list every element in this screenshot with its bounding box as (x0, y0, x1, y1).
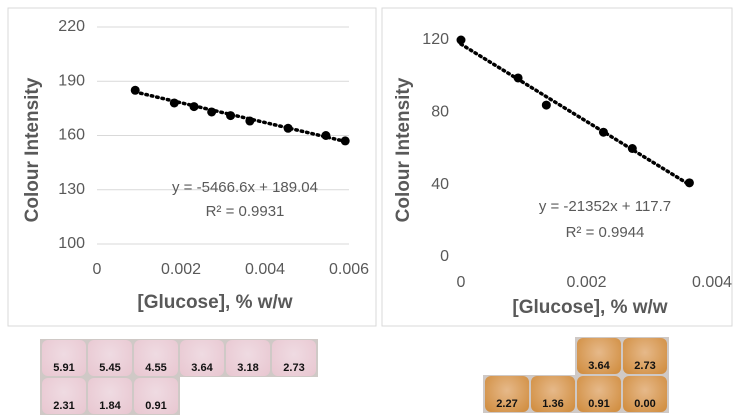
y-tick-label: 190 (58, 72, 85, 89)
data-point (226, 111, 236, 121)
y-tick-label: 130 (58, 181, 85, 198)
data-point (598, 127, 608, 137)
data-point (283, 123, 293, 133)
panel (381, 7, 733, 327)
well-label: 0.91 (134, 378, 178, 414)
data-point (130, 85, 140, 95)
y-tick-label: 80 (431, 104, 449, 121)
well-label: 0.00 (623, 376, 667, 412)
y-tick-label: 0 (440, 248, 449, 265)
r-squared: R² = 0.9944 (566, 224, 645, 241)
data-point (245, 116, 255, 126)
data-point (207, 107, 217, 117)
data-point (340, 136, 350, 146)
x-tick-label: 0 (457, 274, 466, 291)
well-label: 1.36 (531, 376, 575, 412)
y-tick-label: 100 (58, 235, 85, 252)
well-label: 2.73 (272, 340, 316, 376)
trendline-equation: y = -5466.6x + 189.04 (172, 179, 318, 196)
y-axis-label: Colour Intensity (22, 77, 43, 222)
y-tick-label: 120 (422, 31, 449, 48)
trendline (133, 90, 347, 144)
data-point (189, 102, 199, 112)
well-label: 3.64 (577, 338, 621, 374)
well-label: 5.45 (88, 340, 132, 376)
well-label: 5.91 (42, 340, 86, 376)
data-point (684, 178, 694, 188)
x-tick-label: 0 (93, 261, 102, 278)
x-axis-label: [Glucose], % w/w (512, 297, 667, 318)
data-point (321, 131, 331, 140)
plate (40, 339, 318, 377)
x-tick-label: 0.006 (329, 261, 369, 278)
well-label: 4.55 (134, 340, 178, 376)
y-tick-label: 40 (431, 176, 449, 193)
data-point (513, 73, 523, 83)
data-point (456, 35, 466, 45)
x-axis-label: [Glucose], % w/w (137, 292, 292, 313)
well-label: 2.31 (42, 378, 86, 414)
x-tick-label: 0.004 (692, 274, 732, 291)
well-label: 3.64 (180, 340, 224, 376)
data-point (541, 100, 551, 110)
well-label: 3.18 (226, 340, 270, 376)
well-label: 0.91 (577, 376, 621, 412)
well-label: 1.84 (88, 378, 132, 414)
well-label: 2.27 (485, 376, 529, 412)
charts: 100 130 160 190 220 0 0.002 0.004 0.006 [Glucose]… (7, 7, 733, 327)
data-point (627, 144, 637, 153)
x-tick-label: 0.002 (161, 261, 201, 278)
trendline (459, 42, 692, 187)
trendline-equation: y = -21352x + 117.7 (539, 198, 671, 215)
panel (7, 7, 377, 327)
r-squared: R² = 0.9931 (206, 203, 285, 220)
x-tick-label: 0.002 (566, 274, 606, 291)
data-point (169, 98, 179, 108)
well-label: 2.73 (623, 338, 667, 374)
y-tick-label: 220 (58, 18, 85, 35)
y-axis-label: Colour Intensity (393, 77, 414, 222)
x-tick-label: 0.004 (245, 261, 285, 278)
y-tick-label: 160 (58, 127, 85, 144)
